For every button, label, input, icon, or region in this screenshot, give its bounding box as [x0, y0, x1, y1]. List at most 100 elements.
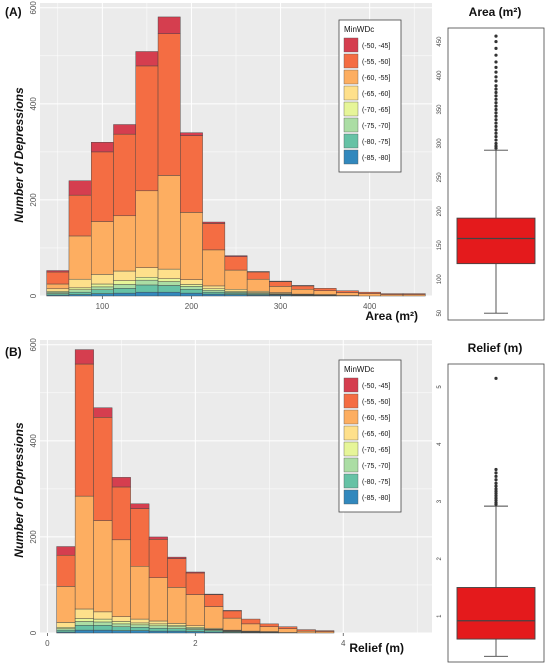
- relief-bar-segment: [259, 626, 279, 632]
- relief-y-tick-label: 600: [29, 338, 38, 352]
- relief-bar-segment: [148, 630, 168, 634]
- area-box-y-tick-label: 400: [437, 70, 443, 81]
- area-bar-segment: [113, 133, 136, 217]
- relief-bar-segment: [56, 586, 76, 623]
- area-bar-segment: [157, 33, 181, 176]
- relief-legend-swatch: [343, 393, 359, 409]
- relief-box-y-tick-label: 5: [437, 385, 443, 389]
- relief-bar-segment: [74, 608, 94, 619]
- area-bar-segment: [113, 288, 136, 294]
- relief-legend-swatch: [343, 377, 359, 393]
- relief-box-outlier-point: [494, 481, 498, 485]
- area-x-tick-label: 200: [185, 302, 199, 311]
- relief-bar-segment: [167, 558, 187, 588]
- relief-boxplot-title: Relief (m): [468, 341, 523, 355]
- relief-bar-segment: [74, 625, 94, 631]
- area-legend-swatch: [343, 53, 359, 69]
- relief-box-outlier-point: [494, 496, 498, 500]
- area-legend-swatch: [343, 85, 359, 101]
- relief-legend-swatch: [343, 457, 359, 473]
- relief-box-y-tick-label: 3: [437, 499, 443, 503]
- area-box-outlier-point: [494, 144, 498, 148]
- relief-bar-segment: [93, 618, 113, 623]
- area-bar-segment: [202, 285, 226, 290]
- area-bar-segment: [68, 235, 92, 280]
- area-box-y-tick-label: 200: [437, 206, 443, 217]
- area-bar-segment: [313, 290, 337, 295]
- area-box-outlier-point: [494, 34, 498, 38]
- relief-box-outlier-point: [494, 467, 498, 472]
- area-bar-segment: [269, 281, 292, 287]
- relief-legend-entry: (-50, -45]: [362, 383, 390, 390]
- relief-box-outlier-point: [494, 494, 498, 498]
- relief-bar-segment: [278, 628, 298, 633]
- area-bar-segment: [180, 212, 203, 280]
- relief-y-tick-label: 200: [29, 530, 38, 544]
- relief-bar-segment: [130, 566, 150, 620]
- area-box-outlier-point: [494, 111, 498, 115]
- relief-bar-segment: [93, 621, 113, 626]
- relief-y-tick-label: 400: [29, 434, 38, 448]
- area-bar-segment: [313, 288, 337, 291]
- area-bar-segment: [157, 16, 181, 34]
- area-bar-segment: [358, 291, 381, 294]
- relief-bar-segment: [111, 486, 131, 541]
- area-box-y-tick-label: 150: [437, 240, 443, 251]
- area-histogram: 0 200 400 600 100 200 300 400 (A) Number of De…: [5, 1, 432, 323]
- area-bar-segment: [336, 290, 359, 293]
- area-box-outlier-point: [494, 128, 498, 132]
- relief-bar-segment: [222, 610, 242, 619]
- area-bar-segment: [113, 124, 136, 135]
- area-bar-segment: [380, 293, 404, 295]
- area-legend-swatch: [343, 149, 359, 165]
- relief-bar-segment: [241, 623, 261, 632]
- area-bar-segment: [224, 255, 248, 257]
- area-box-outlier-point: [494, 97, 498, 101]
- area-bar-segment: [135, 51, 159, 67]
- relief-bar-segment: [185, 571, 205, 574]
- relief-box-iqr-box: [456, 587, 536, 640]
- area-legend-swatch: [343, 117, 359, 133]
- area-bar-segment: [202, 291, 226, 295]
- area-legend-entry: (-65, -60]: [362, 91, 390, 98]
- area-box-y-tick-label: 100: [437, 274, 443, 285]
- area-bar-segment: [113, 280, 136, 285]
- area-box-outlier-point: [494, 70, 498, 74]
- area-bar-segment: [202, 293, 226, 297]
- area-bar-segment: [180, 132, 203, 136]
- relief-bar-segment: [111, 477, 131, 488]
- relief-bar-segment: [130, 622, 150, 626]
- relief-bar-segment: [111, 630, 131, 634]
- area-box-y-tick-label: 300: [437, 138, 443, 149]
- area-box-outlier-point: [494, 94, 498, 98]
- area-legend-entry: (-60, -55]: [362, 75, 390, 82]
- relief-box-outlier-point: [494, 376, 498, 380]
- area-bar-segment: [135, 279, 159, 286]
- area-bar-segment: [224, 289, 248, 292]
- relief-bar-segment: [204, 606, 224, 629]
- area-bar-segment: [358, 293, 381, 297]
- area-boxplot: Area (m²) 50 100 150 200 250 300 350 400 450: [437, 5, 545, 321]
- area-legend-swatch: [343, 101, 359, 117]
- relief-bar-segment: [56, 546, 76, 556]
- relief-bar-segment: [56, 629, 76, 633]
- relief-box-outlier-point: [494, 498, 498, 502]
- area-y-tick-label: 200: [29, 193, 38, 207]
- relief-x-axis-label: Relief (m): [349, 641, 404, 655]
- area-bar-segment: [68, 278, 92, 289]
- area-legend-entry: (-75, -70]: [362, 123, 390, 130]
- area-box-outlier-point: [494, 101, 498, 105]
- area-box-outlier-point: [494, 39, 498, 44]
- relief-box-y-tick-label: 2: [437, 557, 443, 561]
- relief-legend-entry: (-60, -55]: [362, 415, 390, 422]
- area-box-y-tick-label: 250: [437, 172, 443, 183]
- relief-bar-segment: [130, 618, 150, 624]
- area-box-outlier-point: [494, 75, 498, 79]
- area-box-iqr-box: [456, 217, 536, 265]
- area-bar-segment: [157, 278, 181, 282]
- area-box-outlier-point: [494, 79, 498, 83]
- relief-box-outlier-point: [494, 489, 498, 493]
- area-box-outlier-point: [494, 87, 498, 91]
- area-bar-segment: [157, 285, 181, 293]
